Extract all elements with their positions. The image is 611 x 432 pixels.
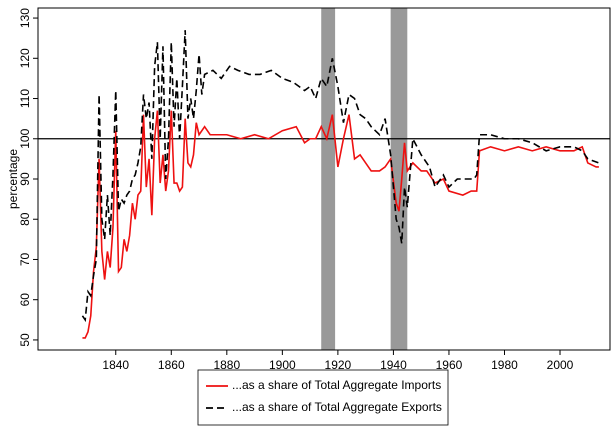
x-tick-label: 1980 xyxy=(491,358,518,372)
y-tick-label: 60 xyxy=(18,293,32,307)
y-tick-label: 70 xyxy=(18,252,32,266)
legend-box xyxy=(197,369,449,426)
y-axis-label: percentage xyxy=(6,149,20,209)
shaded-period xyxy=(390,8,408,350)
x-tick-label: 1860 xyxy=(158,358,185,372)
shaded-period xyxy=(321,8,336,350)
x-tick-label: 2000 xyxy=(547,358,574,372)
y-tick-label: 110 xyxy=(18,89,32,108)
x-tick-label: 1920 xyxy=(325,358,352,372)
x-tick-label: 1900 xyxy=(269,358,296,372)
y-tick-label: 130 xyxy=(18,8,32,28)
series-line xyxy=(82,110,599,339)
y-tick-label: 90 xyxy=(18,172,32,186)
series-line xyxy=(81,30,600,323)
x-tick-label: 1880 xyxy=(213,358,240,372)
y-tick-label: 80 xyxy=(18,212,32,226)
x-tick-label: 1940 xyxy=(380,358,407,372)
plot-frame xyxy=(37,7,611,351)
legend-label: ...as a share of Total Aggregate Exports xyxy=(232,400,442,414)
y-tick-label: 50 xyxy=(18,333,32,347)
y-tick-label: 120 xyxy=(18,48,32,68)
x-tick-label: 1960 xyxy=(436,358,463,372)
legend-label: ...as a share of Total Aggregate Imports xyxy=(232,378,441,392)
y-tick-label: 100 xyxy=(18,128,32,148)
x-tick-label: 1840 xyxy=(102,358,129,372)
